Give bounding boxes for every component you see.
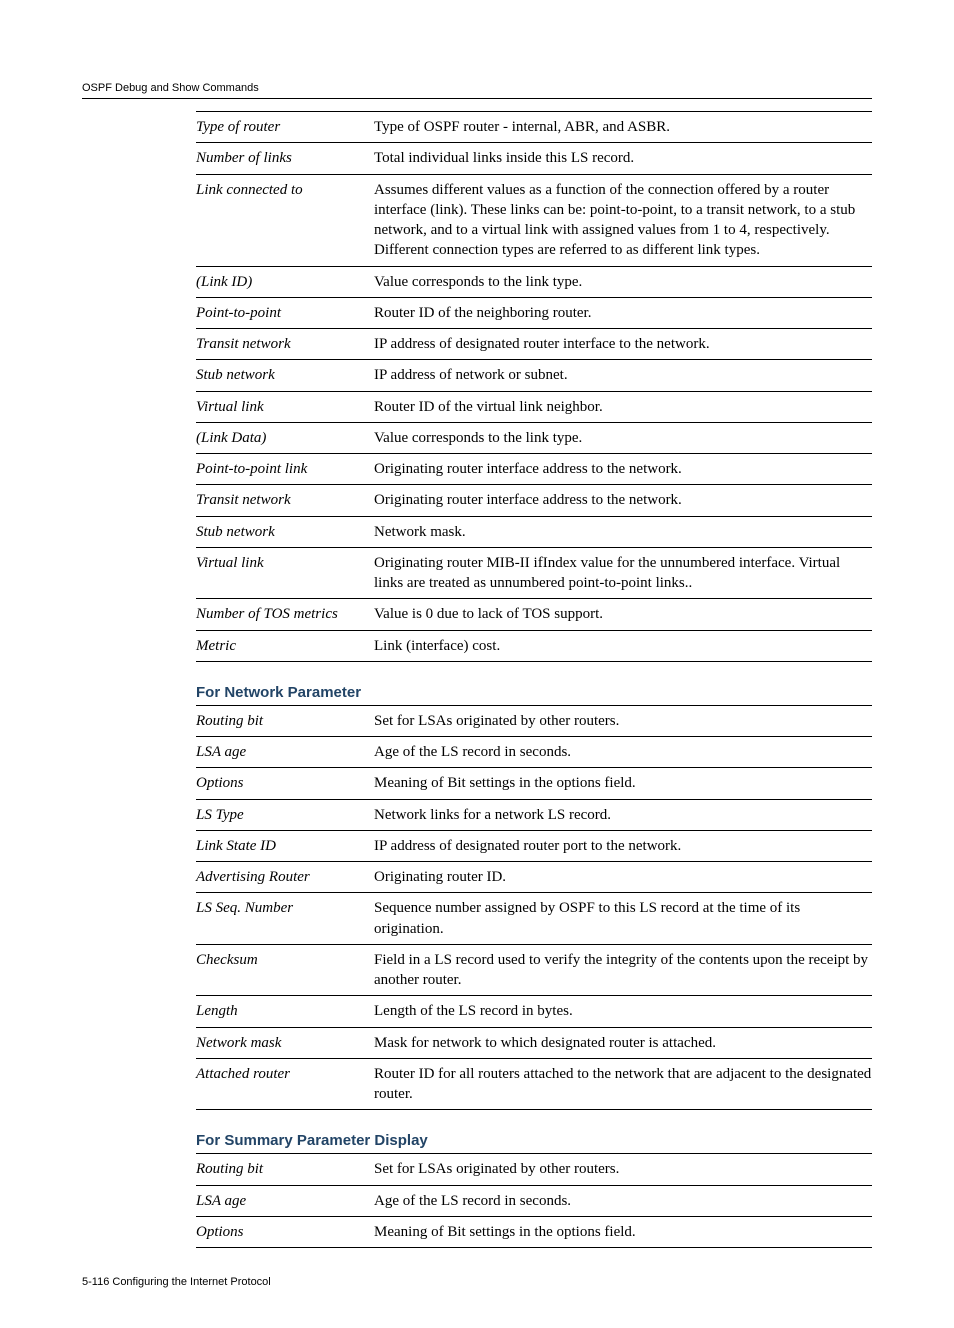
term-cell: Number of TOS metrics: [196, 604, 374, 624]
description-cell: IP address of designated router interfac…: [374, 334, 872, 354]
description-cell: Originating router interface address to …: [374, 490, 872, 510]
term-cell: LSA age: [196, 1191, 374, 1211]
running-head: OSPF Debug and Show Commands: [82, 82, 872, 99]
description-cell: Value corresponds to the link type.: [374, 428, 872, 448]
table-row: LS TypeNetwork links for a network LS re…: [196, 799, 872, 830]
table-row: Network maskMask for network to which de…: [196, 1027, 872, 1058]
description-cell: Meaning of Bit settings in the options f…: [374, 773, 872, 793]
description-cell: Router ID of the neighboring router.: [374, 303, 872, 323]
term-cell: Link State ID: [196, 836, 374, 856]
table-row: LSA ageAge of the LS record in seconds.: [196, 1185, 872, 1216]
term-cell: LSA age: [196, 742, 374, 762]
table-row: Point-to-pointRouter ID of the neighbori…: [196, 297, 872, 328]
table-row: Routing bitSet for LSAs originated by ot…: [196, 1154, 872, 1184]
table-row: Routing bitSet for LSAs originated by ot…: [196, 706, 872, 736]
table-row: Point-to-point linkOriginating router in…: [196, 453, 872, 484]
term-cell: (Link ID): [196, 272, 374, 292]
term-cell: Options: [196, 773, 374, 793]
description-cell: Assumes different values as a function o…: [374, 180, 872, 261]
term-cell: Transit network: [196, 490, 374, 510]
definition-table: Routing bitSet for LSAs originated by ot…: [196, 705, 872, 1111]
description-cell: Originating router ID.: [374, 867, 872, 887]
description-cell: Network links for a network LS record.: [374, 805, 872, 825]
term-cell: Number of links: [196, 148, 374, 168]
description-cell: Router ID of the virtual link neighbor.: [374, 397, 872, 417]
term-cell: Point-to-point: [196, 303, 374, 323]
description-cell: Network mask.: [374, 522, 872, 542]
table-row: (Link ID)Value corresponds to the link t…: [196, 266, 872, 297]
description-cell: Set for LSAs originated by other routers…: [374, 1159, 872, 1179]
table-row: OptionsMeaning of Bit settings in the op…: [196, 1216, 872, 1247]
definition-table: Type of routerType of OSPF router - inte…: [196, 111, 872, 662]
description-cell: IP address of network or subnet.: [374, 365, 872, 385]
table-row: Number of TOS metricsValue is 0 due to l…: [196, 598, 872, 629]
description-cell: Type of OSPF router - internal, ABR, and…: [374, 117, 872, 137]
table-row: Type of routerType of OSPF router - inte…: [196, 112, 872, 142]
section-heading: For Network Parameter: [196, 684, 872, 701]
term-cell: Attached router: [196, 1064, 374, 1084]
term-cell: Stub network: [196, 522, 374, 542]
description-cell: Field in a LS record used to verify the …: [374, 950, 872, 991]
description-cell: Originating router MIB-II ifIndex value …: [374, 553, 872, 594]
table-row: MetricLink (interface) cost.: [196, 630, 872, 661]
content-area: Type of routerType of OSPF router - inte…: [82, 111, 872, 1248]
term-cell: Network mask: [196, 1033, 374, 1053]
section-heading: For Summary Parameter Display: [196, 1132, 872, 1149]
term-cell: Routing bit: [196, 711, 374, 731]
table-row: LengthLength of the LS record in bytes.: [196, 995, 872, 1026]
term-cell: Type of router: [196, 117, 374, 137]
description-cell: Link (interface) cost.: [374, 636, 872, 656]
table-row: Stub networkIP address of network or sub…: [196, 359, 872, 390]
term-cell: Link connected to: [196, 180, 374, 200]
table-row: Virtual linkRouter ID of the virtual lin…: [196, 391, 872, 422]
term-cell: Options: [196, 1222, 374, 1242]
table-row: Number of linksTotal individual links in…: [196, 142, 872, 173]
table-row: Stub networkNetwork mask.: [196, 516, 872, 547]
term-cell: Stub network: [196, 365, 374, 385]
table-row: Transit networkIP address of designated …: [196, 328, 872, 359]
term-cell: Checksum: [196, 950, 374, 970]
term-cell: Transit network: [196, 334, 374, 354]
table-row: Transit networkOriginating router interf…: [196, 484, 872, 515]
term-cell: Virtual link: [196, 553, 374, 573]
page: OSPF Debug and Show Commands Type of rou…: [0, 0, 954, 1328]
description-cell: Age of the LS record in seconds.: [374, 742, 872, 762]
term-cell: Advertising Router: [196, 867, 374, 887]
term-cell: Routing bit: [196, 1159, 374, 1179]
term-cell: LS Seq. Number: [196, 898, 374, 918]
term-cell: Length: [196, 1001, 374, 1021]
term-cell: Metric: [196, 636, 374, 656]
term-cell: (Link Data): [196, 428, 374, 448]
description-cell: Router ID for all routers attached to th…: [374, 1064, 872, 1105]
description-cell: Set for LSAs originated by other routers…: [374, 711, 872, 731]
description-cell: Length of the LS record in bytes.: [374, 1001, 872, 1021]
page-footer: 5-116 Configuring the Internet Protocol: [82, 1276, 872, 1288]
description-cell: Value corresponds to the link type.: [374, 272, 872, 292]
description-cell: Age of the LS record in seconds.: [374, 1191, 872, 1211]
description-cell: Meaning of Bit settings in the options f…: [374, 1222, 872, 1242]
description-cell: Total individual links inside this LS re…: [374, 148, 872, 168]
table-row: OptionsMeaning of Bit settings in the op…: [196, 767, 872, 798]
table-row: Link connected toAssumes different value…: [196, 174, 872, 266]
description-cell: Sequence number assigned by OSPF to this…: [374, 898, 872, 939]
table-row: Attached routerRouter ID for all routers…: [196, 1058, 872, 1110]
description-cell: Mask for network to which designated rou…: [374, 1033, 872, 1053]
description-cell: Value is 0 due to lack of TOS support.: [374, 604, 872, 624]
table-row: Link State IDIP address of designated ro…: [196, 830, 872, 861]
term-cell: LS Type: [196, 805, 374, 825]
description-cell: Originating router interface address to …: [374, 459, 872, 479]
description-cell: IP address of designated router port to …: [374, 836, 872, 856]
term-cell: Point-to-point link: [196, 459, 374, 479]
table-row: Advertising RouterOriginating router ID.: [196, 861, 872, 892]
table-row: (Link Data)Value corresponds to the link…: [196, 422, 872, 453]
table-row: Virtual linkOriginating router MIB-II if…: [196, 547, 872, 599]
table-row: LSA ageAge of the LS record in seconds.: [196, 736, 872, 767]
table-row: LS Seq. NumberSequence number assigned b…: [196, 892, 872, 944]
term-cell: Virtual link: [196, 397, 374, 417]
table-row: ChecksumField in a LS record used to ver…: [196, 944, 872, 996]
definition-table: Routing bitSet for LSAs originated by ot…: [196, 1153, 872, 1248]
